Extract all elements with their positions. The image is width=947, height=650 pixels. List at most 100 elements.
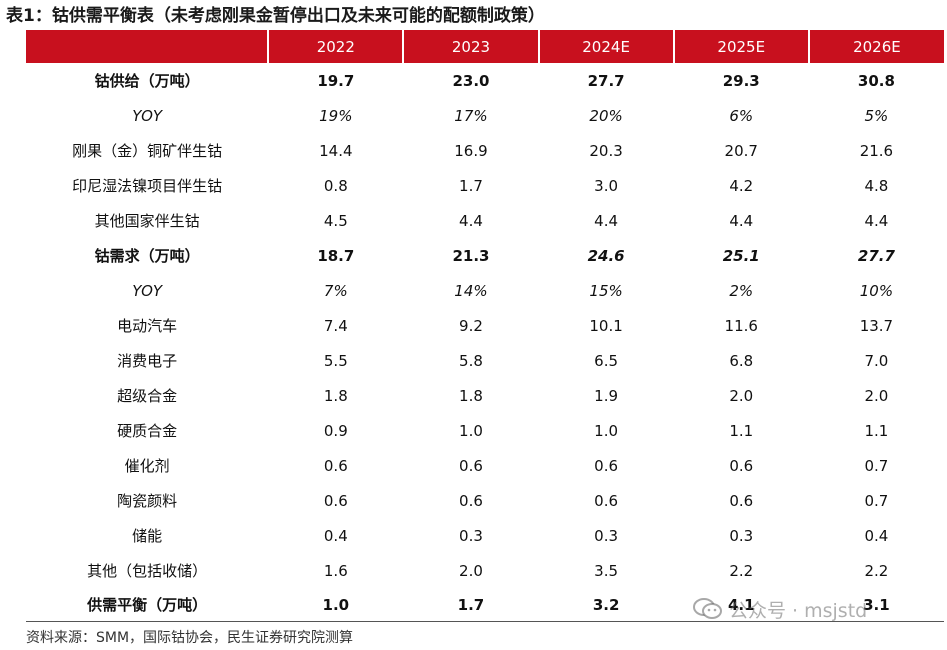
table-row: YOY 7% 14% 15% 2% 10% [26, 273, 944, 308]
row-label: 其他（包括收储） [87, 562, 208, 580]
table-cell: 7.4 [323, 316, 348, 335]
wechat-icon [693, 598, 722, 619]
table-cell: 10% [859, 281, 894, 300]
table-cell: 9.2 [459, 316, 483, 335]
table-cell: 27.7 [857, 246, 895, 265]
header-cell-2022: 2022 [267, 30, 404, 63]
row-label: YOY [132, 281, 163, 300]
header-cell-2025e: 2025E [672, 30, 809, 63]
row-label: 钴需求（万吨） [94, 247, 200, 265]
table-cell: 0.6 [729, 491, 754, 510]
table-cell: 0.3 [594, 526, 619, 545]
row-label: 催化剂 [124, 457, 170, 475]
table-cell: 4.4 [459, 211, 483, 230]
table-row: 其他（包括收储） 1.6 2.0 3.5 2.2 2.2 [26, 553, 944, 588]
table-cell: 1.0 [594, 421, 619, 440]
table-cell: 1.7 [403, 588, 539, 622]
table-cell: 7% [323, 281, 348, 300]
table-row: 储能 0.4 0.3 0.3 0.3 0.4 [26, 518, 944, 553]
table-cell: 0.6 [323, 491, 348, 510]
table-cell: 20.3 [589, 141, 623, 160]
table-cell: 1.7 [459, 176, 483, 195]
table-cell: 4.1 [673, 588, 809, 622]
row-label: 陶瓷颜料 [117, 492, 178, 510]
header-cell-label [26, 30, 269, 63]
row-label: YOY [132, 106, 163, 125]
table-cell: 4.4 [864, 211, 889, 230]
table-cell: 1.1 [864, 421, 889, 440]
row-label: 电动汽车 [117, 317, 178, 335]
table-cell: 17% [454, 106, 488, 125]
table-cell: 3.5 [594, 561, 619, 580]
header-cell-2023: 2023 [402, 30, 539, 63]
table-cell: 20% [589, 106, 623, 125]
table-cell: 6.5 [594, 351, 619, 370]
table-row: 硬质合金 0.9 1.0 1.0 1.1 1.1 [26, 413, 944, 448]
table-cell: 23.0 [452, 71, 490, 90]
table-cell: 5% [864, 106, 889, 125]
table-cell: 2.0 [459, 561, 483, 580]
table-cell: 6.8 [729, 351, 754, 370]
table-row: 印尼湿法镍项目伴生钴 0.8 1.7 3.0 4.2 4.8 [26, 168, 944, 203]
table-row: 陶瓷颜料 0.6 0.6 0.6 0.6 0.7 [26, 483, 944, 518]
table-cell: 13.7 [859, 316, 894, 335]
table-row: 供需平衡（万吨） 1.0 1.7 3.2 4.1 3.1 [26, 588, 944, 622]
table-cell: 0.3 [459, 526, 483, 545]
table-cell: 1.8 [323, 386, 348, 405]
table-row: 钴需求（万吨） 18.7 21.3 24.6 25.1 27.7 [26, 238, 944, 273]
table-cell: 3.0 [594, 176, 619, 195]
table-cell: 15% [589, 281, 623, 300]
table-cell: 0.6 [594, 491, 619, 510]
table-cell: 20.7 [724, 141, 758, 160]
table-cell: 14% [454, 281, 488, 300]
source-note: 资料来源：SMM，国际钴协会，民生证券研究院测算 [26, 630, 354, 646]
table-cell: 1.8 [459, 386, 483, 405]
table-cell: 21.6 [859, 141, 894, 160]
header-row: 2022 2023 2024E 2025E 2026E [26, 30, 944, 63]
table-cell: 27.7 [587, 71, 625, 90]
cobalt-balance-table: 2022 2023 2024E 2025E 2026E 钴供给（万吨） 19.7… [26, 30, 944, 622]
table-cell: 0.4 [864, 526, 889, 545]
table-cell: 3.1 [808, 588, 944, 622]
table-cell: 10.1 [589, 316, 623, 335]
table-cell: 0.6 [323, 456, 348, 475]
row-label: 供需平衡（万吨） [26, 588, 269, 622]
table-cell: 29.3 [722, 71, 760, 90]
table-cell: 0.6 [594, 456, 619, 475]
table-cell: 0.4 [323, 526, 348, 545]
table-cell: 1.9 [594, 386, 619, 405]
table-cell: 2% [729, 281, 754, 300]
table-cell: 0.6 [459, 456, 483, 475]
table-cell: 0.6 [459, 491, 483, 510]
table-row: YOY 19% 17% 20% 6% 5% [26, 98, 944, 133]
table-cell: 7.0 [864, 351, 889, 370]
table-cell: 0.6 [729, 456, 754, 475]
row-label: 印尼湿法镍项目伴生钴 [72, 177, 223, 195]
table-cell: 0.9 [323, 421, 348, 440]
table-cell: 3.2 [538, 588, 674, 622]
table-cell: 5.8 [459, 351, 483, 370]
row-label: 储能 [132, 527, 163, 545]
table-cell: 14.4 [319, 141, 353, 160]
watermark-text: 公众号 · msjstd [729, 599, 868, 622]
row-label: 硬质合金 [117, 422, 178, 440]
table-cell: 0.7 [864, 491, 889, 510]
table-row: 其他国家伴生钴 4.5 4.4 4.4 4.4 4.4 [26, 203, 944, 238]
table-cell: 2.2 [729, 561, 754, 580]
table-title: 表1：钴供需平衡表（未考虑刚果金暂停出口及未来可能的配额制政策） [6, 6, 545, 26]
table-cell: 19% [319, 106, 353, 125]
row-label: 钴供给（万吨） [94, 72, 200, 90]
table-cell: 25.1 [722, 246, 760, 265]
table-row: 刚果（金）铜矿伴生钴 14.4 16.9 20.3 20.7 21.6 [26, 133, 944, 168]
table-cell: 4.4 [594, 211, 619, 230]
table-cell: 0.7 [864, 456, 889, 475]
table-cell: 11.6 [724, 316, 758, 335]
row-label: 其他国家伴生钴 [94, 212, 200, 230]
watermark: 公众号 · msjstd [693, 594, 867, 624]
table-cell: 0.8 [323, 176, 348, 195]
table-cell: 1.1 [729, 421, 754, 440]
table-cell: 6% [729, 106, 754, 125]
table-cell: 30.8 [857, 71, 895, 90]
table-cell: 4.8 [864, 176, 889, 195]
row-label: 刚果（金）铜矿伴生钴 [72, 142, 223, 160]
